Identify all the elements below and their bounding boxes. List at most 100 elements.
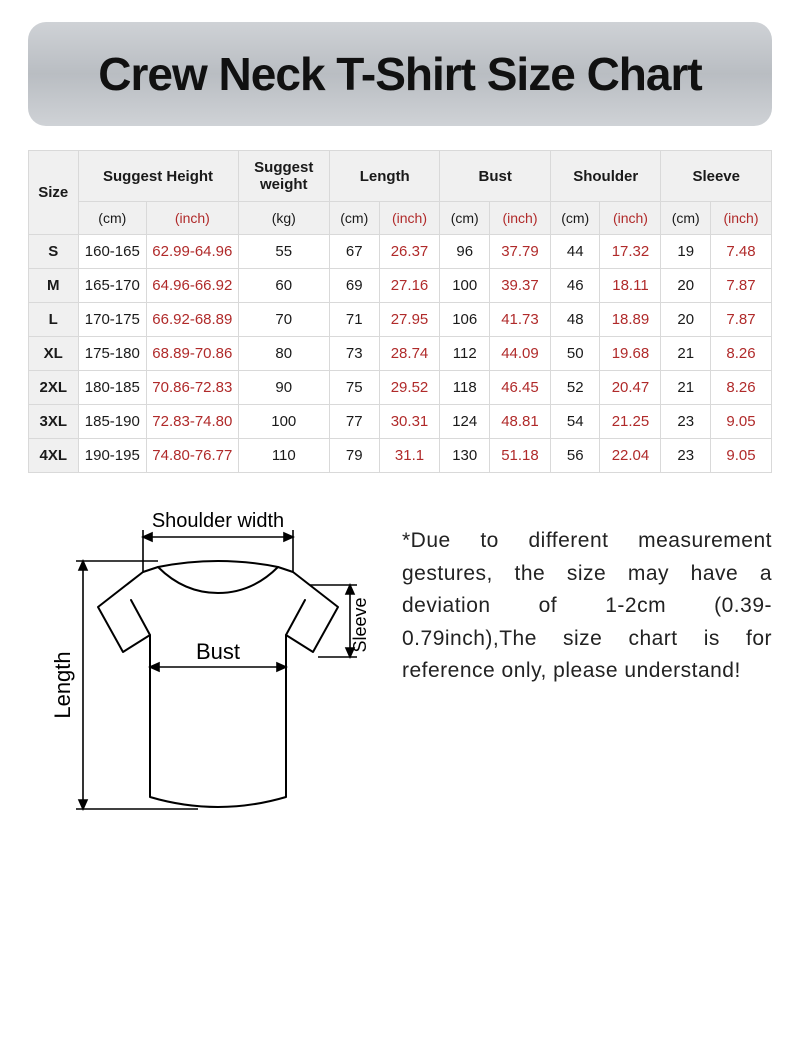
cell: 70 (238, 303, 329, 337)
cell: 20.47 (600, 371, 661, 405)
cell: 70.86-72.83 (147, 371, 238, 405)
unit-length-cm: (cm) (330, 202, 380, 235)
cell: 30.31 (379, 405, 440, 439)
title-bar: Crew Neck T-Shirt Size Chart (28, 22, 772, 126)
cell: 44.09 (490, 337, 551, 371)
cell: 26.37 (379, 235, 440, 269)
cell: 20 (661, 303, 711, 337)
cell: 51.18 (490, 439, 551, 473)
cell: 7.87 (710, 303, 771, 337)
unit-height-in: (inch) (147, 202, 238, 235)
cell: 52 (550, 371, 600, 405)
col-size: Size (29, 151, 79, 235)
unit-shoulder-in: (inch) (600, 202, 661, 235)
table-row: M165-17064.96-66.92606927.1610039.374618… (29, 269, 772, 303)
cell: 55 (238, 235, 329, 269)
cell: 64.96-66.92 (147, 269, 238, 303)
cell: 46.45 (490, 371, 551, 405)
col-height: Suggest Height (78, 151, 238, 202)
cell: 21.25 (600, 405, 661, 439)
cell: 28.74 (379, 337, 440, 371)
table-row: 4XL190-19574.80-76.771107931.113051.1856… (29, 439, 772, 473)
cell: 44 (550, 235, 600, 269)
cell: 48 (550, 303, 600, 337)
cell: 18.11 (600, 269, 661, 303)
cell: 112 (440, 337, 490, 371)
label-length: Length (50, 651, 75, 718)
cell: 185-190 (78, 405, 147, 439)
size-label: 3XL (29, 405, 79, 439)
cell: 7.87 (710, 269, 771, 303)
cell: 31.1 (379, 439, 440, 473)
col-weight: Suggest weight (238, 151, 329, 202)
cell: 8.26 (710, 337, 771, 371)
cell: 9.05 (710, 439, 771, 473)
cell: 48.81 (490, 405, 551, 439)
size-label: M (29, 269, 79, 303)
cell: 62.99-64.96 (147, 235, 238, 269)
cell: 72.83-74.80 (147, 405, 238, 439)
cell: 22.04 (600, 439, 661, 473)
cell: 100 (440, 269, 490, 303)
unit-bust-in: (inch) (490, 202, 551, 235)
cell: 73 (330, 337, 380, 371)
cell: 67 (330, 235, 380, 269)
cell: 39.37 (490, 269, 551, 303)
size-chart-table: Size Suggest Height Suggest weight Lengt… (28, 150, 772, 473)
cell: 37.79 (490, 235, 551, 269)
cell: 19.68 (600, 337, 661, 371)
label-sleeve: Sleeve (350, 597, 370, 652)
label-bust: Bust (196, 639, 240, 664)
cell: 21 (661, 337, 711, 371)
unit-sleeve-in: (inch) (710, 202, 771, 235)
cell: 74.80-76.77 (147, 439, 238, 473)
size-label: S (29, 235, 79, 269)
col-shoulder: Shoulder (550, 151, 660, 202)
cell: 110 (238, 439, 329, 473)
unit-bust-cm: (cm) (440, 202, 490, 235)
col-length: Length (330, 151, 440, 202)
col-bust: Bust (440, 151, 550, 202)
cell: 96 (440, 235, 490, 269)
cell: 60 (238, 269, 329, 303)
cell: 180-185 (78, 371, 147, 405)
cell: 27.95 (379, 303, 440, 337)
cell: 165-170 (78, 269, 147, 303)
unit-sleeve-cm: (cm) (661, 202, 711, 235)
cell: 41.73 (490, 303, 551, 337)
table-row: 3XL185-19072.83-74.801007730.3112448.815… (29, 405, 772, 439)
table-row: L170-17566.92-68.89707127.9510641.734818… (29, 303, 772, 337)
size-label: 2XL (29, 371, 79, 405)
cell: 100 (238, 405, 329, 439)
disclaimer-note: *Due to different measurement gestures, … (402, 497, 772, 842)
cell: 27.16 (379, 269, 440, 303)
cell: 68.89-70.86 (147, 337, 238, 371)
cell: 79 (330, 439, 380, 473)
cell: 9.05 (710, 405, 771, 439)
cell: 190-195 (78, 439, 147, 473)
page-title: Crew Neck T-Shirt Size Chart (98, 47, 701, 101)
cell: 17.32 (600, 235, 661, 269)
cell: 56 (550, 439, 600, 473)
table-row: XL175-18068.89-70.86807328.7411244.09501… (29, 337, 772, 371)
unit-height-cm: (cm) (78, 202, 147, 235)
unit-shoulder-cm: (cm) (550, 202, 600, 235)
cell: 23 (661, 405, 711, 439)
cell: 175-180 (78, 337, 147, 371)
cell: 54 (550, 405, 600, 439)
cell: 46 (550, 269, 600, 303)
cell: 19 (661, 235, 711, 269)
size-label: XL (29, 337, 79, 371)
table-row: S160-16562.99-64.96556726.379637.794417.… (29, 235, 772, 269)
cell: 80 (238, 337, 329, 371)
cell: 8.26 (710, 371, 771, 405)
cell: 7.48 (710, 235, 771, 269)
cell: 90 (238, 371, 329, 405)
cell: 170-175 (78, 303, 147, 337)
cell: 77 (330, 405, 380, 439)
cell: 50 (550, 337, 600, 371)
label-shoulder: Shoulder width (152, 510, 284, 532)
cell: 66.92-68.89 (147, 303, 238, 337)
col-sleeve: Sleeve (661, 151, 772, 202)
cell: 20 (661, 269, 711, 303)
